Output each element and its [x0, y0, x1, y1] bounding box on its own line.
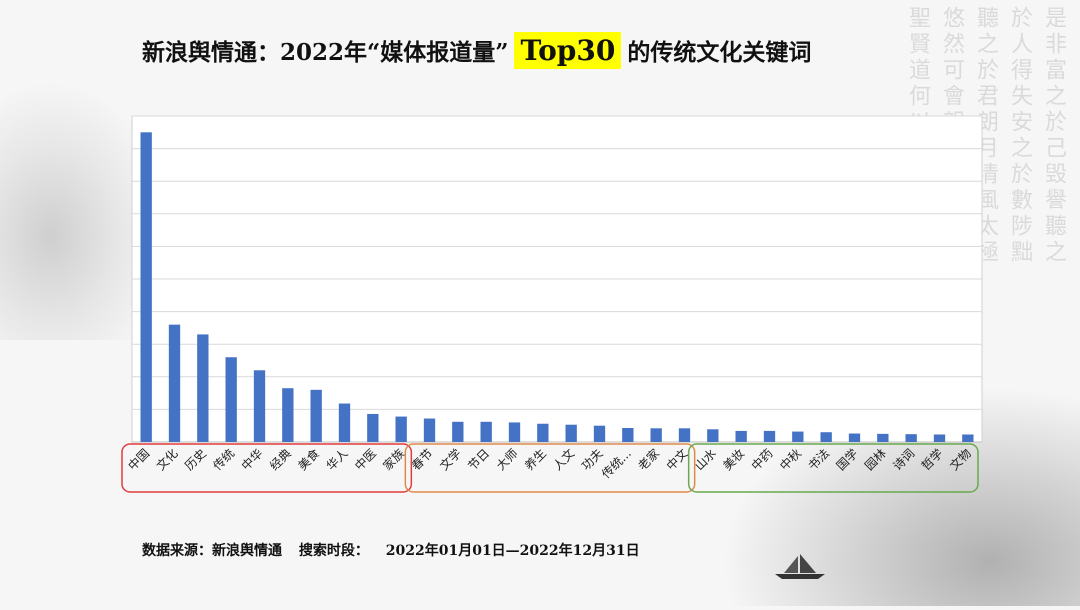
x-tick-label: 经典: [267, 446, 294, 473]
bar-诗词: [905, 434, 917, 442]
bar-中文: [678, 428, 691, 442]
x-tick-label: 历史: [182, 446, 209, 473]
bar-家族: [395, 416, 407, 442]
bar-老家: [650, 428, 662, 442]
x-tick-label: 中秋: [776, 446, 804, 474]
title-prefix: 新浪舆情通：2022年“媒体报道量”: [142, 39, 509, 66]
x-tick-label: 春节: [409, 446, 436, 473]
period-value: 2022年01月01日—2022年12月31日: [385, 543, 640, 559]
x-tick-label: 美妆: [720, 446, 747, 473]
bar-华人: [338, 403, 351, 442]
bar-传统...: [622, 427, 634, 442]
bar-大师: [508, 422, 521, 442]
x-tick-label: 中华: [238, 446, 266, 474]
bar-功夫: [593, 425, 606, 442]
x-tick-label: 中国: [125, 446, 153, 474]
x-tick-label: 文物: [946, 446, 974, 474]
x-tick-label: 哲学: [918, 446, 946, 474]
bar-中国: [140, 132, 152, 443]
bar-中药: [763, 430, 776, 442]
bar-山水: [707, 429, 719, 442]
bar-园林: [877, 433, 889, 442]
boat-icon: [775, 554, 825, 579]
x-tick-label: 老家: [635, 446, 663, 474]
x-tick-label: 传统...: [598, 446, 634, 482]
data-source-footer: 数据来源：新浪舆情通 搜索时段： 2022年01月01日—2022年12月31日: [142, 540, 652, 560]
x-tick-label: 美食: [295, 446, 323, 474]
page-title: 新浪舆情通：2022年“媒体报道量” Top30 的传统文化关键词: [142, 30, 811, 70]
title-highlight: Top30: [514, 31, 622, 69]
bar-哲学: [933, 434, 946, 442]
x-tick-label: 国学: [833, 446, 861, 474]
category-group-3-box: [687, 443, 979, 493]
x-tick-label: 中医: [351, 446, 379, 474]
x-tick-label: 大师: [494, 446, 521, 473]
x-tick-label: 中药: [748, 446, 776, 474]
x-tick-label: 家族: [380, 446, 408, 474]
bar-节日: [480, 421, 492, 442]
bar-中华: [253, 370, 266, 442]
x-tick-label: 诗词: [890, 446, 917, 473]
x-tick-label: 中文: [663, 446, 691, 474]
bar-美食: [310, 389, 322, 442]
bar-书法: [820, 432, 832, 442]
bar-春节: [423, 418, 436, 442]
bar-人文: [565, 424, 577, 442]
bar-美妆: [735, 430, 747, 442]
x-tick-label: 书法: [805, 446, 832, 473]
category-group-2-box: [404, 443, 696, 493]
title-suffix: 的传统文化关键词: [627, 39, 812, 66]
bar-文化: [168, 324, 181, 442]
x-tick-label: 华人: [324, 446, 351, 473]
category-group-1-box: [121, 443, 413, 493]
x-tick-label: 养生: [521, 446, 549, 474]
bar-文学: [452, 421, 464, 442]
x-tick-label: 传统: [210, 446, 238, 474]
bar-文物: [962, 434, 974, 442]
period-label: 搜索时段：: [298, 543, 369, 559]
x-tick-label: 人文: [550, 446, 578, 474]
bar-经典: [282, 388, 294, 442]
x-tick-label: 园林: [862, 446, 889, 473]
bar-养生: [537, 423, 549, 442]
x-tick-label: 节日: [465, 446, 492, 473]
bar-传统: [225, 357, 237, 442]
bar-中秋: [792, 431, 804, 442]
bar-历史: [197, 334, 209, 442]
x-tick-label: 文化: [153, 446, 181, 474]
source-label: 数据来源：新浪舆情通: [142, 543, 282, 559]
bar-国学: [848, 433, 861, 442]
bar-中医: [367, 413, 379, 442]
x-tick-label: 山水: [692, 446, 719, 473]
x-tick-label: 文学: [436, 446, 464, 474]
